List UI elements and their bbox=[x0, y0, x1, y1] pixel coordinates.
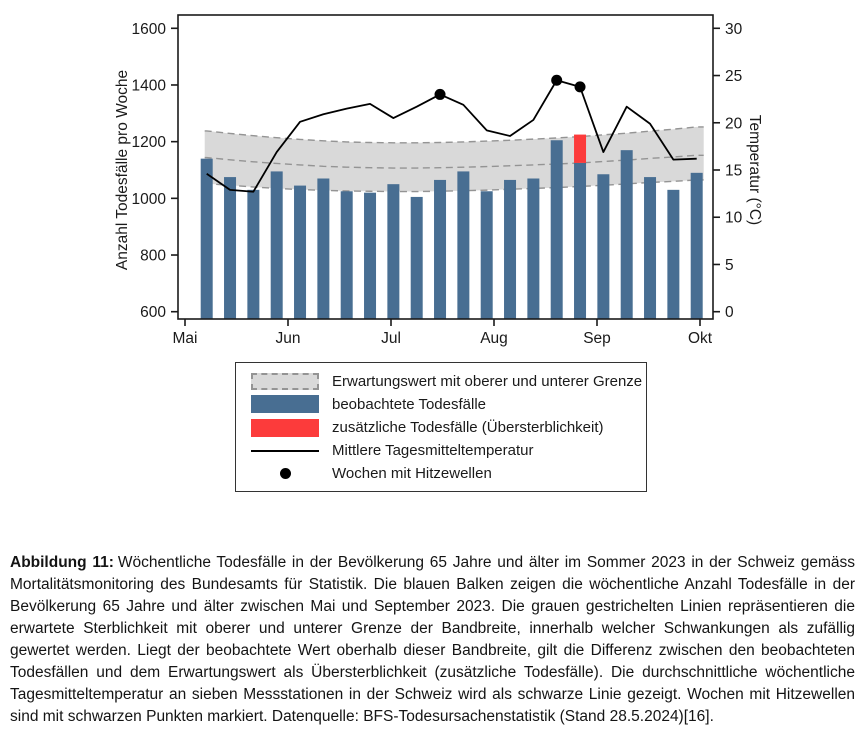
legend-label: Wochen mit Hitzewellen bbox=[332, 464, 492, 482]
figure-caption-text: Wöchentliche Todesfälle in der Bevölkeru… bbox=[10, 553, 856, 725]
figure-caption-label: Abbildung 11: bbox=[10, 553, 114, 571]
observed-bar-swatch-icon bbox=[251, 395, 319, 413]
legend-label: Mittlere Tagesmitteltemperatur bbox=[332, 442, 534, 459]
y-left-tick-label: 1400 bbox=[132, 77, 167, 94]
bar-week-16 bbox=[550, 140, 563, 319]
bar-week-18 bbox=[597, 174, 610, 319]
bar-week-20 bbox=[644, 177, 657, 319]
expected-band-swatch-icon bbox=[251, 372, 319, 390]
x-tick-label-Jun: Jun bbox=[276, 330, 301, 347]
bar-week-22 bbox=[690, 172, 703, 319]
temperature-line bbox=[206, 79, 697, 193]
y-left-axis: 600 800 1000 1200 1400 1600 Anzahl Todesfälle … bbox=[114, 21, 178, 321]
y-left-axis-title: Anzahl Todesfälle pro Woche bbox=[114, 70, 131, 270]
heatwave-dot-week-11 bbox=[434, 88, 446, 100]
heatwave-dot-week-17 bbox=[574, 81, 586, 93]
y-left-tick-label: 600 bbox=[140, 304, 166, 321]
legend-label: beobachtete Todesfälle bbox=[332, 395, 487, 413]
expected-upper-line bbox=[204, 126, 704, 144]
heatwave-dot-week-16 bbox=[551, 74, 563, 86]
bar-week-21 bbox=[667, 189, 680, 319]
legend-item-temperature-line: Mittlere Tagesmitteltemperatur bbox=[251, 442, 638, 459]
legend-item-expected-band: Erwartungswert mit oberer und unterer Gr… bbox=[251, 372, 642, 390]
excess-bar-week-17 bbox=[574, 134, 587, 163]
chart-svg: 600 800 1000 1200 1400 1600 Anzahl Todesfälle … bbox=[114, 14, 763, 347]
figure-caption: Abbildung 11: Wöchentliche Todesfälle in … bbox=[10, 552, 855, 728]
bar-week-15 bbox=[527, 178, 540, 319]
y-left-tick-label: 1600 bbox=[132, 21, 167, 38]
x-tick-label-Sep: Sep bbox=[583, 330, 611, 347]
bar-week-5 bbox=[294, 185, 307, 319]
excess-bar-swatch-icon bbox=[251, 418, 319, 437]
y-right-tick-label: 30 bbox=[725, 21, 743, 38]
y-right-tick-label: 5 bbox=[725, 257, 734, 274]
bar-week-8 bbox=[364, 192, 377, 319]
x-axis: Mai Jun Jul Aug Sep Okt bbox=[173, 319, 713, 347]
y-right-tick-label: 20 bbox=[725, 115, 743, 132]
y-left-tick-label: 1200 bbox=[132, 134, 167, 151]
legend-item-excess-deaths: zusätzliche Todesfälle (Übersterblichkei… bbox=[251, 418, 638, 437]
bar-week-12 bbox=[457, 171, 470, 319]
y-right-tick-label: 25 bbox=[725, 68, 742, 85]
legend-label: zusätzliche Todesfälle (Übersterblichkei… bbox=[332, 419, 604, 436]
legend-item-observed-deaths: beobachtete Todesfälle bbox=[251, 395, 638, 413]
legend-label: Erwartungswert mit oberer und unterer Gr… bbox=[332, 372, 643, 390]
heatwave-dots bbox=[434, 74, 586, 100]
bar-week-3 bbox=[247, 189, 260, 319]
temperature-line-swatch-icon bbox=[251, 449, 319, 452]
heatwave-dot-swatch-icon bbox=[279, 467, 291, 479]
bar-week-14 bbox=[504, 179, 517, 319]
x-tick-label-Aug: Aug bbox=[480, 330, 508, 347]
legend-item-heatwave-dot: Wochen mit Hitzewellen bbox=[251, 465, 638, 482]
bar-week-1 bbox=[200, 158, 213, 319]
x-tick-label-Okt: Okt bbox=[688, 330, 713, 347]
bar-week-6 bbox=[317, 178, 330, 319]
y-right-tick-label: 15 bbox=[725, 163, 742, 180]
mortality-temperature-chart: 600 800 1000 1200 1400 1600 Anzahl Todesfälle … bbox=[0, 0, 865, 355]
observed-bars bbox=[200, 134, 703, 319]
x-tick-label-Jul: Jul bbox=[381, 330, 401, 347]
bar-week-11 bbox=[434, 179, 447, 319]
bar-week-2 bbox=[224, 177, 237, 319]
bar-week-13 bbox=[480, 191, 493, 319]
bar-week-10 bbox=[410, 196, 423, 319]
y-right-axis-title: Temperatur (°C) bbox=[746, 115, 763, 225]
y-left-tick-label: 800 bbox=[140, 248, 166, 265]
bar-week-7 bbox=[340, 191, 353, 319]
bar-week-17 bbox=[574, 162, 587, 319]
x-tick-label-Mai: Mai bbox=[173, 330, 198, 347]
bar-week-9 bbox=[387, 184, 400, 319]
plot-box bbox=[177, 14, 714, 320]
bar-week-4 bbox=[270, 171, 283, 319]
y-right-axis: 0 5 10 15 20 25 30 Temperatur (°C) bbox=[713, 21, 763, 321]
chart-legend: Erwartungswert mit oberer und unterer Gr… bbox=[235, 362, 647, 492]
bar-week-19 bbox=[620, 150, 633, 319]
y-right-tick-label: 10 bbox=[725, 210, 743, 227]
y-right-tick-label: 0 bbox=[725, 304, 734, 321]
y-left-tick-label: 1000 bbox=[132, 191, 167, 208]
